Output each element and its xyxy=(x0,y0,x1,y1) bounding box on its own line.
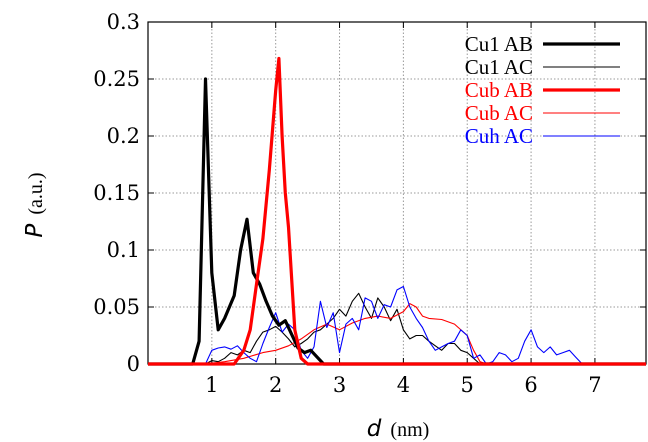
y-tick-label-2: 0.1 xyxy=(107,238,140,262)
series-line-cu1-ab xyxy=(148,77,646,366)
series-line-cu1-ac xyxy=(148,292,646,365)
legend-label-cu1-ac: Cu1 AC xyxy=(465,55,533,79)
series-line-cuh-ac xyxy=(148,285,646,365)
x-tick-label-4: 5 xyxy=(461,373,474,397)
legend-label-cub-ac: Cub AC xyxy=(465,101,533,125)
x-tick-label-2: 3 xyxy=(333,373,346,397)
y-axis-label: P (a.u.) xyxy=(22,172,48,237)
x-axis-symbol: d xyxy=(367,416,382,442)
y-axis-symbol: P xyxy=(22,224,48,238)
axis-ticks: 1 2 3 4 5 6 7 0 0.05 0.1 0.15 0.2 0.25 0.3 xyxy=(93,10,646,397)
y-tick-label-3: 0.15 xyxy=(93,181,140,205)
y-tick-label-4: 0.2 xyxy=(107,124,140,148)
y-tick-label-1: 0.05 xyxy=(93,295,140,319)
series-lines xyxy=(148,56,646,366)
x-axis-label: d (nm) xyxy=(367,416,430,442)
x-tick-label-3: 4 xyxy=(397,373,410,397)
y-tick-label-6: 0.3 xyxy=(107,10,140,34)
grid xyxy=(148,21,646,364)
legend-label-cu1-ab: Cu1 AB xyxy=(465,32,533,56)
y-tick-label-5: 0.25 xyxy=(93,67,140,91)
legend-label-cub-ab: Cub AB xyxy=(465,78,533,102)
x-tick-label-0: 1 xyxy=(205,373,218,397)
y-axis-unit: (a.u.) xyxy=(25,172,47,214)
x-tick-label-5: 6 xyxy=(524,373,537,397)
series-line-cub-ab xyxy=(148,56,646,366)
x-tick-label-1: 2 xyxy=(269,373,282,397)
x-axis-unit: (nm) xyxy=(390,419,429,441)
series-line-cub-ac xyxy=(148,303,646,365)
y-tick-label-0: 0 xyxy=(127,352,140,376)
x-tick-label-6: 7 xyxy=(588,373,601,397)
legend-label-cuh-ac: Cuh AC xyxy=(465,124,533,148)
